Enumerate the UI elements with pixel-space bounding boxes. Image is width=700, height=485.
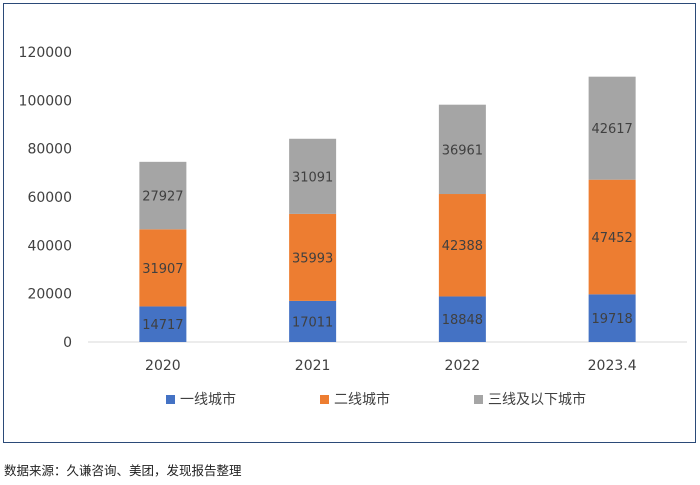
bar-segment <box>588 294 636 342</box>
data-label: 31907 <box>142 262 183 277</box>
bar-segment <box>139 161 187 230</box>
data-label: 42388 <box>442 239 483 254</box>
y-tick-label: 20000 <box>27 287 72 303</box>
data-label: 31091 <box>292 170 333 185</box>
data-label: 42617 <box>591 122 632 137</box>
bar-segment <box>588 76 636 180</box>
data-label: 35993 <box>292 251 333 266</box>
bar-segment <box>139 306 187 342</box>
y-tick-label: 120000 <box>19 45 72 61</box>
data-label: 18848 <box>442 313 483 328</box>
y-tick-label: 60000 <box>27 190 72 206</box>
data-label: 27927 <box>142 190 183 205</box>
data-label: 19718 <box>591 312 632 327</box>
bar-segment <box>289 300 337 342</box>
stacked-bar-chart: 0 20000 40000 60000 80000 100000 120000 14717 31… <box>19 45 687 408</box>
bar-segment <box>438 296 486 342</box>
bar-segment <box>438 104 486 195</box>
legend-label: 二线城市 <box>334 391 390 408</box>
legend-label: 一线城市 <box>180 391 236 408</box>
chart-frame: 0 20000 40000 60000 80000 100000 120000 14717 31… <box>3 3 696 443</box>
legend-swatch <box>320 395 329 404</box>
y-tick-label: 80000 <box>27 142 72 158</box>
data-label: 17011 <box>292 315 333 330</box>
x-tick-label: 2021 <box>295 358 331 374</box>
bar-segment <box>289 213 337 301</box>
bar-segment <box>438 194 486 297</box>
y-tick-label: 0 <box>63 335 72 351</box>
data-label: 36961 <box>442 143 483 158</box>
legend-swatch <box>474 395 483 404</box>
bar-segment <box>588 179 636 295</box>
x-tick-label: 2023.4 <box>588 358 637 374</box>
bar-segment <box>289 138 337 214</box>
y-tick-label: 100000 <box>19 93 72 109</box>
x-tick-label: 2020 <box>145 358 181 374</box>
bar-segment <box>139 229 187 307</box>
legend-label: 三线及以下城市 <box>488 391 586 408</box>
y-tick-label: 40000 <box>27 238 72 254</box>
source-note: 数据来源：久谦咨询、美团，发现报告整理 <box>4 463 242 478</box>
x-tick-label: 2022 <box>445 358 481 374</box>
data-label: 14717 <box>142 318 183 333</box>
data-label: 47452 <box>591 231 632 246</box>
legend-swatch <box>166 395 175 404</box>
